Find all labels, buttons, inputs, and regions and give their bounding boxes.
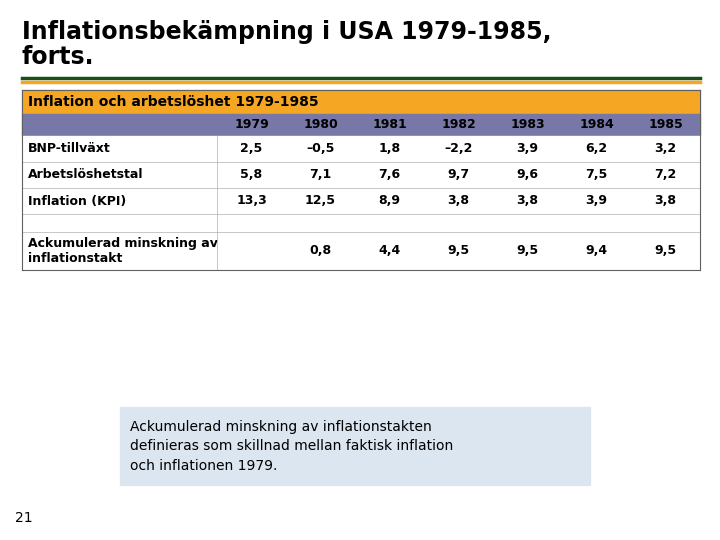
Bar xyxy=(22,114,700,136)
Text: 3,8: 3,8 xyxy=(654,194,677,207)
Bar xyxy=(22,188,700,214)
Text: 9,7: 9,7 xyxy=(447,168,469,181)
Text: 9,4: 9,4 xyxy=(585,245,608,258)
Bar xyxy=(22,214,700,232)
Text: 1979: 1979 xyxy=(234,118,269,132)
Bar xyxy=(22,232,700,270)
Text: 3,8: 3,8 xyxy=(448,194,469,207)
Text: forts.: forts. xyxy=(22,45,94,69)
Text: 9,5: 9,5 xyxy=(654,245,677,258)
Text: 3,9: 3,9 xyxy=(585,194,608,207)
Text: 8,9: 8,9 xyxy=(379,194,400,207)
Text: 9,6: 9,6 xyxy=(516,168,539,181)
Bar xyxy=(22,136,700,162)
Text: 1,8: 1,8 xyxy=(379,143,400,156)
Text: 1982: 1982 xyxy=(441,118,476,132)
Text: 1984: 1984 xyxy=(579,118,614,132)
Text: 1983: 1983 xyxy=(510,118,545,132)
Text: 9,5: 9,5 xyxy=(447,245,469,258)
Text: 7,6: 7,6 xyxy=(379,168,400,181)
Text: Ackumulerad minskning av inflationstakten
definieras som skillnad mellan faktisk: Ackumulerad minskning av inflationstakte… xyxy=(130,420,454,472)
Text: 13,3: 13,3 xyxy=(236,194,267,207)
Text: 12,5: 12,5 xyxy=(305,194,336,207)
Text: 9,5: 9,5 xyxy=(516,245,539,258)
Text: 4,4: 4,4 xyxy=(379,245,400,258)
Text: BNP-tillväxt: BNP-tillväxt xyxy=(28,143,111,156)
Text: 7,1: 7,1 xyxy=(310,168,332,181)
Text: Ackumulerad minskning av
inflationstakt: Ackumulerad minskning av inflationstakt xyxy=(28,237,218,266)
Text: 21: 21 xyxy=(15,511,32,525)
Text: Inflation och arbetslöshet 1979-1985: Inflation och arbetslöshet 1979-1985 xyxy=(28,95,319,109)
Text: 7,2: 7,2 xyxy=(654,168,677,181)
Text: 1980: 1980 xyxy=(303,118,338,132)
Text: Inflationsbekämpning i USA 1979-1985,: Inflationsbekämpning i USA 1979-1985, xyxy=(22,20,552,44)
Text: –0,5: –0,5 xyxy=(306,143,335,156)
Text: 3,2: 3,2 xyxy=(654,143,677,156)
Text: 3,8: 3,8 xyxy=(516,194,539,207)
Text: 5,8: 5,8 xyxy=(240,168,263,181)
Text: 7,5: 7,5 xyxy=(585,168,608,181)
Text: 0,8: 0,8 xyxy=(310,245,332,258)
Text: –2,2: –2,2 xyxy=(444,143,473,156)
Text: Inflation (KPI): Inflation (KPI) xyxy=(28,194,126,207)
Bar xyxy=(22,90,700,114)
Text: 6,2: 6,2 xyxy=(585,143,608,156)
Text: 1985: 1985 xyxy=(648,118,683,132)
Bar xyxy=(22,162,700,188)
Bar xyxy=(120,407,590,485)
Text: 1981: 1981 xyxy=(372,118,407,132)
Text: 3,9: 3,9 xyxy=(516,143,539,156)
Text: Arbetslöshetstal: Arbetslöshetstal xyxy=(28,168,143,181)
Text: 2,5: 2,5 xyxy=(240,143,263,156)
